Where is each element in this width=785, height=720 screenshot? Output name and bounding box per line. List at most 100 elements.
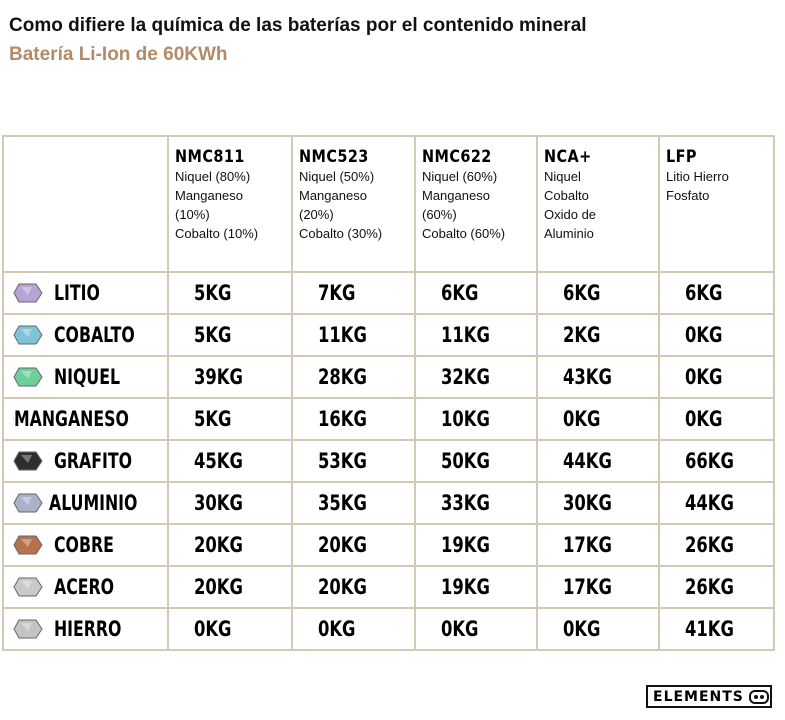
column-desc: Cobalto (60%) xyxy=(422,226,506,241)
column-name: LFP xyxy=(666,147,697,167)
mineral: COBALTO xyxy=(4,322,167,348)
header-row: NMC811 Niquel (80%) Manganeso (10%) Cobalto … xyxy=(2,135,775,273)
row: ACERO 20KG 20KG 19KG 17KG 26KG xyxy=(2,565,775,609)
table: NMC811 Niquel (80%) Manganeso (10%) Cobalto … xyxy=(2,135,775,651)
value: 28KG xyxy=(317,365,367,389)
mineral-cell: GRAFITO xyxy=(2,439,169,483)
mineral-cell: ALUMINIO xyxy=(2,481,169,525)
value-cell: 66KG xyxy=(658,439,775,483)
column-desc: Oxido de xyxy=(544,207,597,222)
value-cell: 44KG xyxy=(536,439,660,483)
column-desc: Niquel (50%) xyxy=(299,169,375,184)
value: 43KG xyxy=(562,365,612,389)
value: 30KG xyxy=(193,491,243,515)
value-cell: 0KG xyxy=(658,397,775,441)
mineral-name: GRAFITO xyxy=(54,449,132,473)
value-cell: 50KG xyxy=(414,439,538,483)
mineral-name: NIQUEL xyxy=(54,365,121,389)
column-desc: Litio Hierro xyxy=(666,169,729,184)
column-header: LFP Litio Hierro Fosfato xyxy=(658,135,775,273)
value-cell: 32KG xyxy=(414,355,538,399)
value-cell: 45KG xyxy=(167,439,293,483)
mineral-cell: ACERO xyxy=(2,565,169,609)
mineral-name: LITIO xyxy=(54,281,100,305)
value-cell: 5KG xyxy=(167,397,293,441)
value-cell: 2KG xyxy=(536,313,660,357)
mineral: ALUMINIO xyxy=(4,490,167,516)
value-cell: 10KG xyxy=(414,397,538,441)
mineral-icon xyxy=(13,619,43,639)
value: 44KG xyxy=(562,449,612,473)
column-desc: Manganeso xyxy=(175,188,243,203)
mineral-icon xyxy=(13,418,14,420)
value: 35KG xyxy=(317,491,367,515)
row: COBRE 20KG 20KG 19KG 17KG 26KG xyxy=(2,523,775,567)
mineral-name: ALUMINIO xyxy=(49,491,138,515)
mineral-cell: COBRE xyxy=(2,523,169,567)
mineral: GRAFITO xyxy=(4,448,167,474)
logo: ELEMENTS xyxy=(646,685,772,708)
column-desc: Cobalto (30%) xyxy=(299,226,383,241)
value-cell: 41KG xyxy=(658,607,775,651)
value: 16KG xyxy=(317,407,367,431)
column-desc: Niquel xyxy=(544,169,581,184)
subtitle: Batería Li-Ion de 60KWh xyxy=(9,44,228,65)
value: 11KG xyxy=(440,323,490,347)
mineral-name: ACERO xyxy=(54,575,115,599)
column-name: NMC622 xyxy=(422,147,492,167)
row: COBALTO 5KG 11KG 11KG 2KG 0KG xyxy=(2,313,775,357)
value-cell: 35KG xyxy=(291,481,416,525)
column-name: NMC523 xyxy=(299,147,369,167)
mineral-name: MANGANESO xyxy=(13,407,129,431)
mineral-name: COBALTO xyxy=(54,323,135,347)
mineral-icon xyxy=(13,451,43,471)
value: 0KG xyxy=(684,365,723,389)
value: 17KG xyxy=(562,575,612,599)
value-cell: 6KG xyxy=(414,271,538,315)
value-cell: 0KG xyxy=(658,355,775,399)
value: 0KG xyxy=(317,617,356,641)
column-desc: Niquel (80%) xyxy=(175,169,251,184)
mineral: HIERRO xyxy=(4,616,167,642)
value-cell: 53KG xyxy=(291,439,416,483)
value: 0KG xyxy=(440,617,479,641)
value: 7KG xyxy=(317,281,356,305)
value-cell: 6KG xyxy=(658,271,775,315)
value-cell: 20KG xyxy=(291,565,416,609)
value-cell: 20KG xyxy=(167,565,293,609)
column-desc: Fosfato xyxy=(666,188,710,203)
row: LITIO 5KG 7KG 6KG 6KG 6KG xyxy=(2,271,775,315)
mineral-icon xyxy=(13,283,43,303)
value-cell: 6KG xyxy=(536,271,660,315)
mineral-name: HIERRO xyxy=(54,617,122,641)
mineral-cell: LITIO xyxy=(2,271,169,315)
value: 6KG xyxy=(562,281,601,305)
value: 30KG xyxy=(562,491,612,515)
value: 0KG xyxy=(684,407,723,431)
value: 20KG xyxy=(317,533,367,557)
mineral-icon xyxy=(13,535,43,555)
column-desc: Manganeso xyxy=(299,188,367,203)
column-desc: (60%) xyxy=(422,207,457,222)
column-header: NMC622 Niquel (60%) Manganeso (60%) Cobalto … xyxy=(414,135,538,273)
value: 6KG xyxy=(440,281,479,305)
value-cell: 0KG xyxy=(414,607,538,651)
value: 66KG xyxy=(684,449,734,473)
value: 2KG xyxy=(562,323,601,347)
value-cell: 0KG xyxy=(167,607,293,651)
value: 20KG xyxy=(193,575,243,599)
value: 5KG xyxy=(193,281,232,305)
value: 53KG xyxy=(317,449,367,473)
value: 0KG xyxy=(562,407,601,431)
value-cell: 44KG xyxy=(658,481,775,525)
row: HIERRO 0KG 0KG 0KG 0KG 41KG xyxy=(2,607,775,651)
value-cell: 28KG xyxy=(291,355,416,399)
mineral: COBRE xyxy=(4,532,167,558)
value-cell: 11KG xyxy=(291,313,416,357)
value: 20KG xyxy=(193,533,243,557)
value-cell: 17KG xyxy=(536,565,660,609)
mineral-icon xyxy=(13,493,43,513)
value: 41KG xyxy=(684,617,734,641)
value-cell: 26KG xyxy=(658,565,775,609)
value-cell: 19KG xyxy=(414,523,538,567)
